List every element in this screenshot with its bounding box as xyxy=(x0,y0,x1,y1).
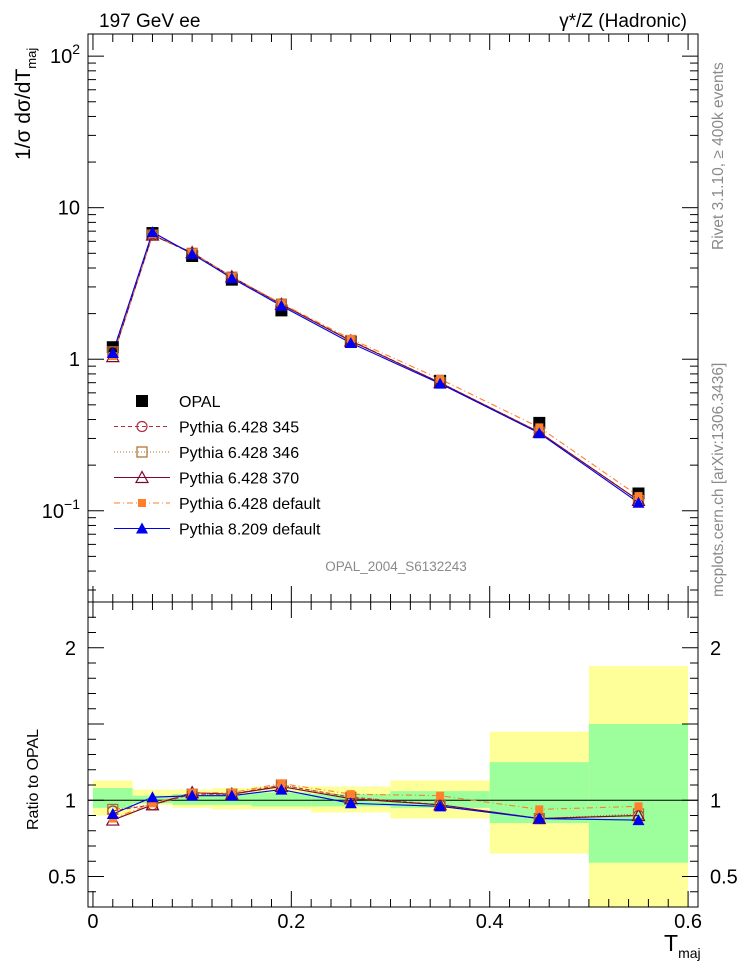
header-right: γ*/Z (Hadronic) xyxy=(559,11,687,32)
main-frame xyxy=(87,33,699,603)
series-line-p8 xyxy=(112,231,639,504)
ratio-series xyxy=(105,779,646,826)
x-axis-label: Tmaj xyxy=(664,930,701,961)
ratio-point-pdef xyxy=(436,791,445,800)
main-series xyxy=(105,226,646,508)
band-inner xyxy=(251,792,312,807)
ratio-point-p8 xyxy=(106,807,119,819)
ratio-point-p8 xyxy=(146,791,159,803)
ratio-point-p8 xyxy=(434,800,447,812)
analysis-label: OPAL_2004_S6132243 xyxy=(325,559,467,574)
legend-label-p346: Pythia 6.428 346 xyxy=(179,445,299,462)
ratio-point-p8 xyxy=(186,789,199,801)
axes: 10−1 1 10 102 0.5 0.5 1 1 2 2 0 0.2 0.4 0.6 xyxy=(42,33,738,933)
ratio-y-tick-label-right: 2 xyxy=(710,638,721,660)
ratio-y-tick-label: 2 xyxy=(65,638,76,660)
ratio-point-p8 xyxy=(344,797,357,809)
point-p8 xyxy=(186,247,199,259)
main-y-tick-label: 10 xyxy=(58,198,80,220)
point-p8 xyxy=(146,226,159,238)
point-p8 xyxy=(434,377,447,389)
legend-label-opal: OPAL xyxy=(179,394,221,411)
point-p8 xyxy=(533,427,546,439)
side-text-mcplots: mcplots.cern.ch [arXiv:1306.3436] xyxy=(710,363,727,597)
point-pdef xyxy=(634,492,643,501)
main-y-tick-label: 10−1 xyxy=(42,496,80,523)
ratio-y-tick-label-right: 0.5 xyxy=(710,867,738,889)
x-tick-label: 0.4 xyxy=(476,911,504,933)
side-text-rivet: Rivet 3.1.10, ≥ 400k events xyxy=(710,62,727,250)
legend-marker-p346 xyxy=(136,446,148,458)
ratio-y-tick-label: 1 xyxy=(65,790,76,812)
legend-marker-pdef xyxy=(138,499,146,507)
ratio-point-pdef xyxy=(634,802,643,811)
main-ylabel: 1/σ dσ/dTmaj xyxy=(12,48,39,160)
x-tick-label: 0.2 xyxy=(277,911,305,933)
ratio-point-pdef xyxy=(535,805,544,814)
point-p8 xyxy=(632,496,645,508)
legend-label-p8: Pythia 8.209 default xyxy=(179,522,321,539)
legend-marker-p8 xyxy=(136,522,148,534)
ratio-y-tick-label-right: 1 xyxy=(710,790,721,812)
ratio-y-tick-label: 0.5 xyxy=(48,867,76,889)
legend-marker-p370 xyxy=(134,470,150,484)
point-p8 xyxy=(275,299,288,311)
ratio-point-p8 xyxy=(225,789,238,801)
band-inner xyxy=(92,788,133,808)
legend-label-p370: Pythia 6.428 370 xyxy=(179,471,299,488)
x-tick-label: 0 xyxy=(87,911,98,933)
ratio-point-p8 xyxy=(533,812,546,824)
ratio-point-pdef xyxy=(346,790,355,799)
ratio-bands xyxy=(88,666,698,907)
legend: OPAL Pythia 6.428 345 Pythia 6.428 346 Pyth… xyxy=(114,394,321,539)
main-y-tick-label: 1 xyxy=(69,349,80,371)
legend-marker-opal xyxy=(136,395,148,407)
point-p8 xyxy=(225,272,238,284)
legend-label-p345: Pythia 6.428 345 xyxy=(179,420,299,437)
ratio-point-pdef xyxy=(277,779,286,788)
x-tick-label: 0.6 xyxy=(674,911,702,933)
point-p8 xyxy=(106,346,119,358)
ratio-point-p8 xyxy=(275,783,288,795)
band-inner xyxy=(588,724,689,863)
ratio-ylabel: Ratio to OPAL xyxy=(25,729,42,830)
point-p8 xyxy=(344,336,357,348)
legend-label-pdef: Pythia 6.428 default xyxy=(179,496,321,513)
header-left: 197 GeV ee xyxy=(99,11,200,32)
ratio-point-pdef xyxy=(148,799,157,808)
ratio-point-p8 xyxy=(632,814,645,826)
main-y-tick-label: 102 xyxy=(50,41,80,68)
legend-marker-p345 xyxy=(136,420,148,433)
